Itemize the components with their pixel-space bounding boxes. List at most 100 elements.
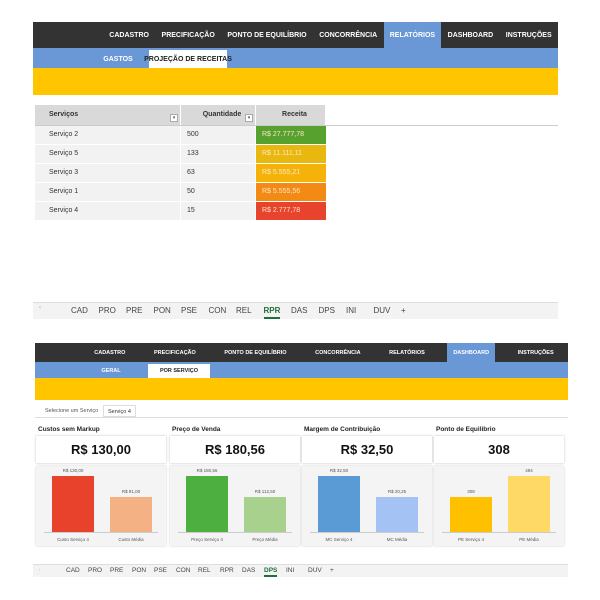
sheet-tab[interactable]: PSE (154, 567, 168, 574)
bar (376, 497, 418, 532)
filter-button[interactable]: ▾ (245, 114, 253, 122)
bar (52, 476, 94, 532)
bar-value-label: R$ 112,50 (254, 489, 276, 495)
table-cell: 50 (181, 183, 255, 201)
nav-tab[interactable]: DASHBOARD (447, 343, 496, 362)
sub-tab[interactable]: POR SERVIÇO (148, 364, 210, 378)
selector-value[interactable]: Serviço 4 (103, 405, 136, 417)
bar-category-label: Custo Média (118, 537, 144, 542)
sheet-tab[interactable]: PRE (110, 567, 124, 574)
sheet-tab[interactable]: CON (176, 567, 191, 574)
sub-tab[interactable]: GERAL (101, 368, 121, 374)
column-header: Serviços (35, 105, 180, 125)
bar-category-label: MC Média (386, 537, 408, 542)
scroll-arrow[interactable]: ‹ (39, 567, 41, 572)
card-value: R$ 180,56 (170, 436, 300, 463)
card-title: Preço de Venda (172, 426, 221, 433)
baseline (310, 532, 424, 533)
nav-tab[interactable]: DASHBOARD (447, 31, 494, 39)
nav-tab[interactable]: PRECIFICAÇÃO (161, 31, 215, 39)
sheet-tab[interactable]: INI (346, 306, 357, 315)
sheet-tab[interactable]: PRO (98, 306, 116, 315)
column-header: Receita (256, 105, 325, 125)
bar-category-label: Preço Serviço 4 (191, 537, 223, 542)
table-cell: Serviço 4 (35, 202, 180, 220)
nav-tab[interactable]: RELATÓRIOS (383, 22, 442, 48)
sheet-tab[interactable]: CAD (66, 567, 80, 574)
baseline (442, 532, 556, 533)
sheet-tab[interactable]: CON (208, 306, 227, 315)
bar-value-label: R$ 81,00 (121, 489, 141, 495)
header-line (35, 125, 558, 126)
mini-chart: R$ 32,50 MC Serviço 4 R$ 20,25 MC Média (302, 466, 432, 546)
nav-tab[interactable]: PRECIFICAÇÃO (153, 349, 196, 356)
banner (35, 378, 568, 400)
sheet-tab[interactable]: INI (286, 567, 295, 574)
sheet-tab[interactable]: RPR (263, 304, 281, 319)
sheet-tab[interactable]: PRO (88, 567, 103, 574)
baseline (44, 532, 158, 533)
mini-chart: R$ 180,56 Preço Serviço 4 R$ 112,50 Preço M… (170, 466, 300, 546)
nav-tab[interactable]: INSTRUÇÕES (505, 31, 552, 39)
nav-tab[interactable]: CONCORRÊNCIA (315, 349, 361, 356)
bar (186, 476, 228, 532)
sheet-tab[interactable]: DPS (318, 306, 335, 315)
sub-nav: GASTOS PROJEÇÃO DE RECEITAS (33, 48, 558, 68)
sheet-tab[interactable]: DUV (373, 306, 391, 315)
sheet-tab[interactable]: DAS (291, 306, 308, 315)
sheet-tab[interactable]: DPS (264, 566, 278, 577)
nav-tab[interactable]: PONTO DE EQUILÍBRIO (227, 31, 307, 39)
top-nav: CADASTRO PRECIFICAÇÃO PONTO DE EQUILÍBRIO C… (35, 343, 568, 362)
bar (508, 476, 550, 532)
sheet-tab[interactable]: PRE (126, 306, 143, 315)
table-cell: 15 (181, 202, 255, 220)
bar (450, 497, 492, 532)
sheet-tab[interactable]: DAS (242, 567, 256, 574)
top-nav: CADASTRO PRECIFICAÇÃO PONTO DE EQUILÍBRIO C… (33, 22, 558, 48)
card-value: R$ 130,00 (36, 436, 166, 463)
sheet-tabs: ‹ CAD PRO PRE PON PSE CON REL RPR DAS DPS INI DUV + (33, 302, 558, 319)
sub-tab[interactable]: PROJEÇÃO DE RECEITAS (144, 50, 232, 68)
sheet-tab[interactable]: RPR (220, 567, 234, 574)
bar (318, 476, 360, 532)
table-cell: Serviço 2 (35, 126, 180, 144)
nav-tab[interactable]: PONTO DE EQUILÍBRIO (224, 349, 287, 356)
sheet-tab[interactable]: REL (198, 567, 211, 574)
sub-tab[interactable]: GASTOS (103, 55, 133, 63)
nav-tab[interactable]: INSTRUÇÕES (517, 349, 554, 356)
sheet-tabs: ‹ CAD PRO PRE PON PSE CON REL RPR DAS DPS INI DUV + (33, 564, 568, 577)
nav-tab[interactable]: CONCORRÊNCIA (319, 31, 378, 39)
sheet-tab[interactable]: + (401, 306, 406, 315)
table-cell: Serviço 3 (35, 164, 180, 182)
sheet-tab[interactable]: CAD (71, 306, 88, 315)
card-title: Ponto de Equilíbrio (436, 426, 496, 433)
bar-category-label: MC Serviço 4 (325, 537, 353, 542)
table-cell: 500 (181, 126, 255, 144)
scroll-arrow[interactable]: ‹ (39, 305, 41, 311)
nav-tab[interactable]: CADASTRO (109, 31, 149, 39)
filter-button[interactable]: ▾ (170, 114, 178, 122)
table-cell: 63 (181, 164, 255, 182)
bar-category-label: PE Serviço 4 (457, 537, 484, 542)
table-cell: 133 (181, 145, 255, 163)
revenue-cell: R$ 27.777,78 (256, 126, 326, 144)
revenue-cell: R$ 11.111,11 (256, 145, 326, 163)
card-title: Custos sem Markup (38, 426, 100, 433)
nav-tab[interactable]: CADASTRO (94, 349, 126, 356)
revenue-cell: R$ 5.555,21 (256, 164, 326, 182)
sheet-tab[interactable]: PON (153, 306, 171, 315)
bar-category-label: Preço Média (252, 537, 278, 542)
sheet-tab[interactable]: PON (132, 567, 147, 574)
bar-value-label: R$ 32,50 (329, 468, 349, 473)
sheet-tab[interactable]: REL (236, 306, 252, 315)
bar-value-label: R$ 20,25 (387, 489, 407, 495)
sheet-tab[interactable]: + (330, 567, 334, 574)
nav-tab[interactable]: RELATÓRIOS (389, 349, 425, 356)
table-cell: Serviço 5 (35, 145, 180, 163)
selector: Selecione um Serviço Serviço 4 (35, 405, 568, 418)
sheet-tab[interactable]: PSE (181, 306, 198, 315)
sheet-tab[interactable]: DUV (308, 567, 322, 574)
bar-category-label: PE Média (519, 537, 539, 542)
revenue-cell: R$ 5.555,56 (256, 183, 326, 201)
